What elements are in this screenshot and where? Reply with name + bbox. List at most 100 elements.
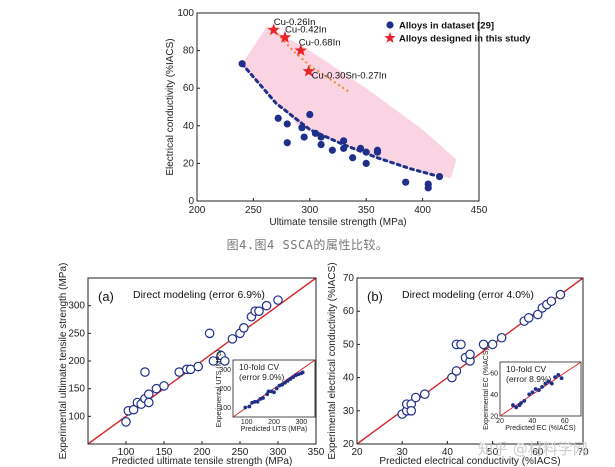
panel-b-inset-frame — [499, 361, 582, 417]
panel-a-inset-point — [265, 392, 270, 397]
point-annotation: Cu-0.42In — [285, 24, 327, 35]
panel-b-data-point — [460, 352, 471, 363]
panel-a-x-tick-label: 150 — [156, 447, 173, 458]
panel-a-inset-point — [291, 375, 296, 379]
dataset-point — [238, 60, 246, 68]
panel-a-inset-x-tick-label: 300 — [295, 419, 307, 426]
panel-a-inset-point — [288, 377, 293, 381]
panel-a-data-point — [193, 361, 203, 372]
panel-a-data-point — [227, 334, 238, 344]
panel-a-inset-point — [250, 400, 255, 405]
panel-b-inset-point — [559, 376, 564, 381]
panel-a-inset-x-tick-label: 100 — [241, 419, 253, 426]
panel-b-y-tick-label: 70 — [343, 273, 355, 284]
dataset-point — [328, 146, 336, 154]
panel-a-inset-point — [272, 390, 276, 395]
dataset-point — [362, 159, 370, 167]
panel-a-x-tick-label: 300 — [270, 447, 287, 458]
legend-dataset-label: Alloys in dataset [29] — [399, 21, 494, 32]
panel-b-inset-title: 10-fold CV — [506, 364, 546, 374]
point-annotation: Cu-0.68In — [299, 38, 341, 49]
panel-b-inset-point — [519, 401, 523, 405]
panel-a-inset-point — [280, 382, 285, 387]
top-y-tick-label: 20 — [183, 158, 195, 169]
top-chart: 200 250 300 350 400 450 0 20 40 60 80 100 Ultimate t… — [165, 8, 531, 228]
panel-a-inset-x-axis-label: Predicted UTS (MPa) — [241, 426, 308, 433]
designed-star-point — [278, 30, 292, 43]
panel-a-x-axis-label: Predicted ultimate tensile strength (MPa… — [112, 456, 293, 467]
panel-b-inset-point — [543, 381, 548, 386]
dataset-point — [283, 120, 291, 128]
panel-a-data-point — [220, 356, 230, 366]
panel-a-data-point — [182, 364, 192, 375]
panel-a-data-point — [208, 356, 219, 366]
panel-b-data-point — [410, 392, 421, 403]
panel-b-inset-point — [536, 388, 541, 392]
panel-b-inset-point — [533, 387, 538, 391]
top-plot-frame — [196, 12, 480, 202]
panel-a-inset-point — [299, 371, 304, 376]
panel-b-data-point — [478, 339, 489, 350]
panel-a-data-point — [140, 393, 150, 404]
dataset-point — [435, 172, 444, 181]
dataset-point — [306, 110, 314, 119]
panel-a-inset-point — [285, 379, 290, 383]
top-x-tick-label: 300 — [301, 205, 318, 216]
panel-b-data-point — [496, 332, 507, 343]
panel-b-inset-y-axis-label: Experimental EC (%IACS) — [483, 348, 490, 430]
dataset-point — [300, 133, 308, 141]
panel-a-x-tick-label: 200 — [194, 447, 211, 458]
panel-b-data-point — [451, 339, 462, 350]
legend-designed-marker — [384, 32, 396, 43]
panel-b-identity-line — [356, 277, 584, 445]
designed-star-point — [294, 44, 307, 56]
panel-a-inset-point — [258, 397, 263, 401]
confidence-band — [242, 26, 457, 179]
panel-b-y-axis-label: Experimental electrical conductivity (%I… — [327, 262, 338, 459]
panel-b-x-tick-label: 20 — [351, 447, 363, 458]
panel-a-data-point — [246, 311, 257, 322]
panel-b-inset-x-tick-label: 60 — [561, 418, 569, 425]
top-y-tick-label: 100 — [177, 8, 194, 19]
point-annotation: Cu-0.30Sn-0.27In — [312, 70, 387, 81]
panel-b-data-point — [519, 316, 530, 326]
panel-a-y-tick-label: 200 — [68, 356, 85, 367]
panel-b-data-point — [451, 366, 462, 376]
panel-a-data-point — [254, 306, 264, 316]
designed-trend-line — [272, 29, 350, 93]
panel-b-data-point — [447, 372, 457, 383]
dataset-point — [402, 178, 410, 186]
legend-designed-label: Alloys designed in this study — [399, 34, 531, 45]
dataset-point — [274, 114, 282, 122]
panel-a-plot-frame — [87, 277, 317, 445]
panel-b-data-point — [555, 289, 566, 300]
panel-b-inset-point — [522, 398, 527, 403]
dataset-point — [424, 184, 432, 192]
designed-star-point — [267, 23, 280, 36]
point-annotation: Cu-0.26In — [274, 17, 316, 28]
panel-a-inset-y-axis-label: Experimental UTS (MPa) — [216, 350, 223, 428]
panel-b-inset-point — [553, 375, 557, 380]
top-x-tick-label: 250 — [245, 205, 262, 216]
figure-caption: 图4.图4 SSCA的属性比较。 — [226, 238, 389, 252]
panel-a-data-point — [151, 383, 162, 394]
dataset-point — [373, 148, 382, 156]
panel-b-inset-point — [517, 403, 522, 408]
panel-a-data-point — [144, 389, 154, 399]
top-x-tick-label: 200 — [189, 205, 206, 216]
panel-b-inset-x-tick-label: 40 — [529, 418, 537, 425]
top-x-tick-label: 450 — [471, 205, 488, 216]
legend-dataset-marker — [386, 21, 394, 29]
dataset-point — [317, 133, 325, 141]
panel-b-y-tick-label: 20 — [343, 439, 355, 450]
panel-a-data-point — [185, 364, 196, 375]
top-y-tick-label: 0 — [188, 196, 194, 207]
panel-a-title: Direct modeling (error 6.9%) — [133, 289, 265, 301]
panel-b-plot-frame — [356, 277, 584, 445]
panel-b-inset-y-tick-label: 20 — [490, 414, 498, 421]
panel-b-inset-identity-line — [499, 361, 582, 417]
panel-a-inset-point — [283, 380, 287, 385]
dataset-point — [298, 124, 306, 132]
dataset-point — [340, 144, 348, 152]
panel-a-data-point — [128, 404, 139, 415]
